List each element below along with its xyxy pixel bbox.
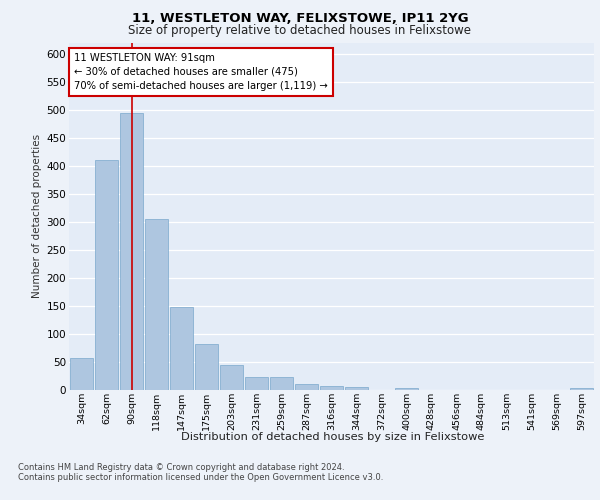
Bar — [245, 376, 268, 390]
Bar — [270, 376, 293, 390]
Bar — [220, 366, 243, 390]
Bar — [320, 386, 343, 390]
Bar — [345, 386, 368, 390]
Bar — [395, 388, 418, 390]
Bar — [295, 384, 318, 390]
Text: Contains HM Land Registry data © Crown copyright and database right 2024.: Contains HM Land Registry data © Crown c… — [18, 462, 344, 471]
Bar — [195, 344, 218, 390]
Bar — [145, 219, 168, 390]
Bar — [120, 112, 143, 390]
Bar — [95, 160, 118, 390]
Y-axis label: Number of detached properties: Number of detached properties — [32, 134, 43, 298]
Text: 11 WESTLETON WAY: 91sqm
← 30% of detached houses are smaller (475)
70% of semi-d: 11 WESTLETON WAY: 91sqm ← 30% of detache… — [74, 53, 328, 91]
Text: 11, WESTLETON WAY, FELIXSTOWE, IP11 2YG: 11, WESTLETON WAY, FELIXSTOWE, IP11 2YG — [131, 12, 469, 26]
Text: Contains public sector information licensed under the Open Government Licence v3: Contains public sector information licen… — [18, 472, 383, 482]
Text: Size of property relative to detached houses in Felixstowe: Size of property relative to detached ho… — [128, 24, 472, 37]
Bar — [70, 358, 93, 390]
Bar — [170, 307, 193, 390]
Bar — [570, 388, 593, 390]
Text: Distribution of detached houses by size in Felixstowe: Distribution of detached houses by size … — [181, 432, 485, 442]
